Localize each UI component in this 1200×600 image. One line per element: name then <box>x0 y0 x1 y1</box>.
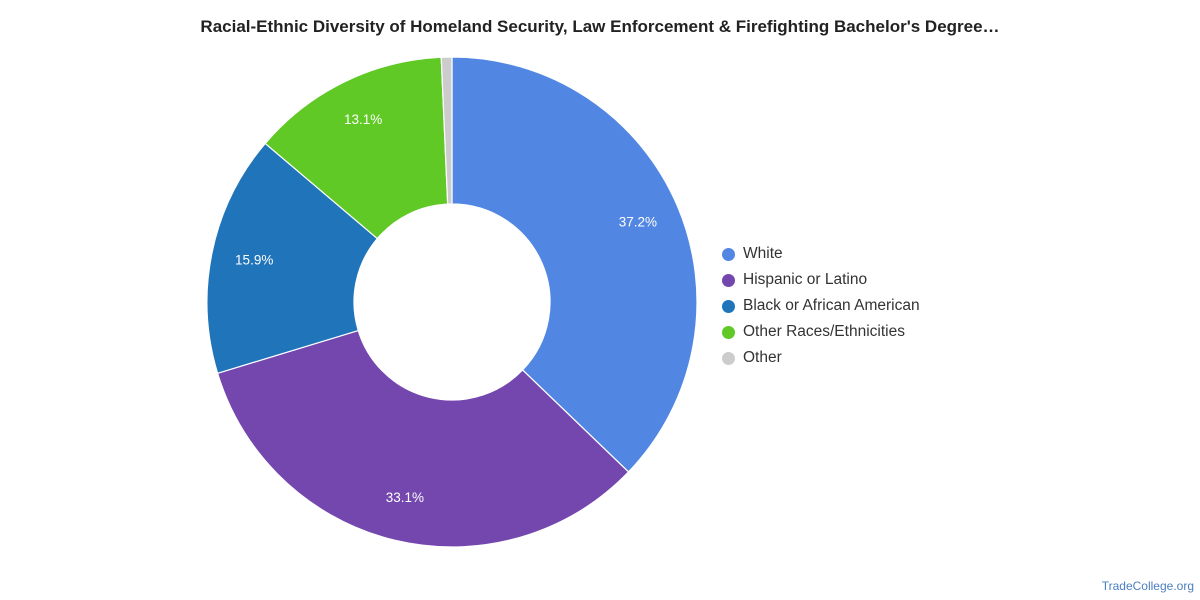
slice-other-races-ethnicities[interactable] <box>264 56 449 240</box>
legend-swatch <box>722 273 735 287</box>
chart-legend: White Hispanic or Latino Black or African … <box>722 241 920 371</box>
legend-label: Hispanic or Latino <box>743 271 868 288</box>
legend-item-white[interactable]: White <box>722 241 920 267</box>
legend-swatch <box>722 351 735 365</box>
legend-swatch <box>722 299 735 313</box>
legend-item-hispanic-or-latino[interactable]: Hispanic or Latino <box>722 267 920 293</box>
legend-label: Other Races/Ethnicities <box>743 323 905 340</box>
legend-item-other-races-ethnicities[interactable]: Other Races/Ethnicities <box>722 319 920 345</box>
legend-label: Other <box>743 349 782 366</box>
slice-hispanic-or-latino[interactable] <box>216 329 630 548</box>
legend-label: White <box>743 245 783 262</box>
slice-white[interactable] <box>451 56 698 473</box>
legend-item-black-or-african-american[interactable]: Black or African American <box>722 293 920 319</box>
chart-title: Racial-Ethnic Diversity of Homeland Secu… <box>200 17 1000 36</box>
value-label-hispanic-or-latino: 33.1% <box>386 490 424 505</box>
donut-value-labels: 37.2% 33.1% 15.9% 13.1% <box>235 112 657 505</box>
legend-item-other[interactable]: Other <box>722 345 920 371</box>
slice-black-or-african-american[interactable] <box>206 142 379 375</box>
value-label-other-races-ethnicities: 13.1% <box>344 112 382 127</box>
donut-slices <box>206 56 698 548</box>
legend-swatch <box>722 247 735 261</box>
legend-label: Black or African American <box>743 297 920 314</box>
legend-swatch <box>722 325 735 339</box>
source-watermark[interactable]: TradeCollege.org <box>1101 579 1194 593</box>
slice-other[interactable] <box>440 56 453 205</box>
value-label-white: 37.2% <box>619 215 657 230</box>
value-label-black-or-african-american: 15.9% <box>235 253 273 268</box>
